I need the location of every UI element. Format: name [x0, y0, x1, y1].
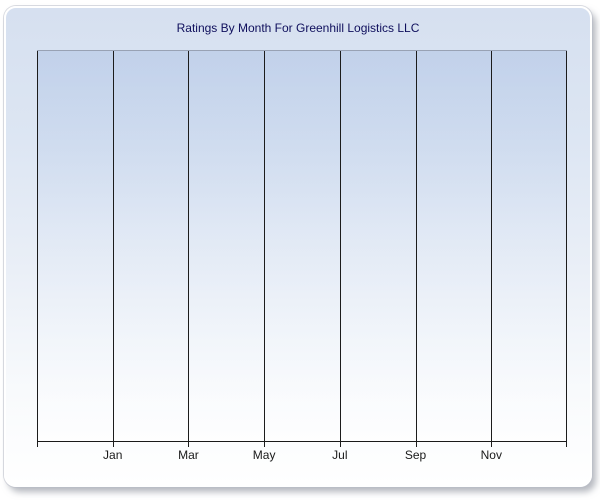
x-axis-tick: [112, 442, 114, 447]
x-axis-tick: [188, 442, 190, 447]
x-axis-label: Jan: [103, 448, 123, 462]
x-axis-label: May: [252, 448, 276, 462]
x-axis-tick: [264, 442, 266, 447]
chart-panel: Ratings By Month For Greenhill Logistics…: [4, 6, 592, 487]
x-axis-tick: [37, 442, 38, 447]
x-axis-label: Sep: [404, 448, 427, 462]
chart-title: Ratings By Month For Greenhill Logistics…: [176, 21, 420, 35]
gridline: [112, 51, 114, 441]
gridline: [264, 51, 266, 441]
gridline: [415, 51, 417, 441]
plot-area: Jan Mar May Jul Sep Nov: [37, 50, 567, 462]
x-axis-label: Jul: [332, 448, 348, 462]
x-axis-tick: [566, 442, 567, 447]
x-axis-label: Mar: [178, 448, 199, 462]
gridline: [339, 51, 341, 441]
gridline: [491, 51, 493, 441]
x-axis-label: Nov: [480, 448, 502, 462]
x-axis-tick: [339, 442, 341, 447]
x-axis-tick: [415, 442, 417, 447]
x-axis-tick: [491, 442, 493, 447]
gridline: [188, 51, 190, 441]
gridline: [37, 51, 38, 441]
gridline: [566, 51, 567, 441]
